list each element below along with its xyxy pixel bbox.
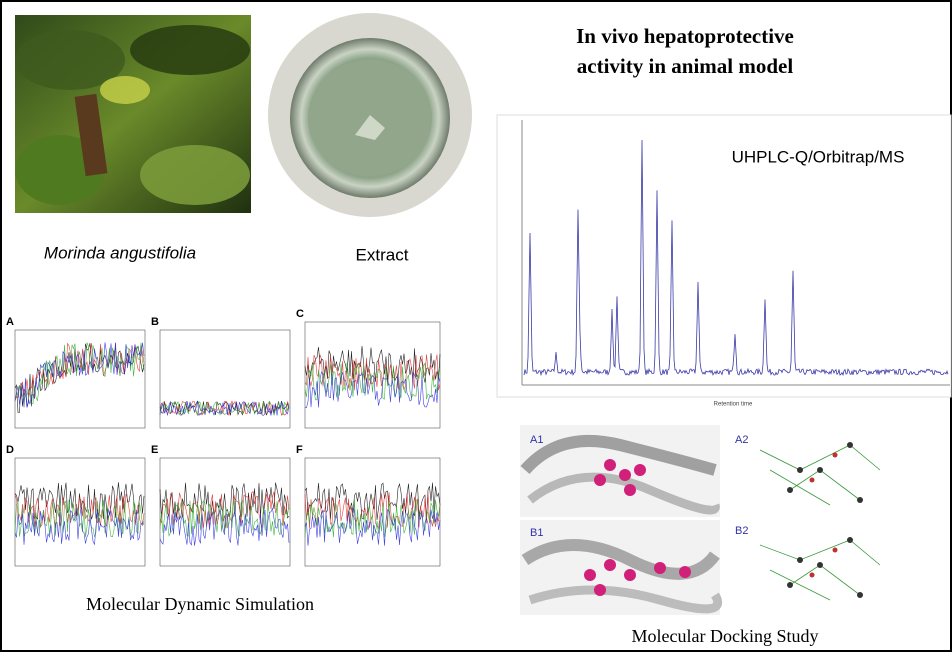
plot-frame xyxy=(304,457,441,567)
panel-label: B xyxy=(151,316,159,328)
docking-panel-label: A2 xyxy=(735,434,748,446)
extract-photo xyxy=(268,13,472,217)
docking-panel-label: A1 xyxy=(530,434,543,446)
panel-label: F xyxy=(296,444,303,456)
title-line: In vivo hepatoprotective xyxy=(576,24,794,48)
md-trace xyxy=(304,371,441,409)
md-trace xyxy=(14,342,145,400)
md-trace xyxy=(304,507,441,546)
md-trace xyxy=(14,342,145,408)
md-trace xyxy=(304,362,441,401)
trace xyxy=(523,139,949,377)
md-plots: A B C D E F xyxy=(6,308,441,567)
md-trace xyxy=(14,342,145,404)
md-trace xyxy=(14,499,145,538)
md-trace xyxy=(159,400,290,416)
plot-frame xyxy=(159,457,291,567)
panel-label: A xyxy=(6,316,14,328)
extract-caption: Extract xyxy=(356,245,409,264)
md-trace xyxy=(159,482,290,521)
md-trace xyxy=(159,400,290,416)
plot-frame xyxy=(14,329,146,429)
md-trace xyxy=(159,490,290,529)
md-trace xyxy=(304,354,441,391)
docking-images xyxy=(520,425,881,615)
panel-label: D xyxy=(6,444,14,456)
md-trace xyxy=(159,400,290,416)
plot-frame xyxy=(14,457,146,567)
panel-label: E xyxy=(151,444,158,456)
md-trace xyxy=(159,507,290,546)
docking-panel-label: B1 xyxy=(530,527,543,539)
md-trace xyxy=(304,482,441,521)
md-trace xyxy=(304,499,441,538)
plot-frame xyxy=(304,321,441,429)
chromatogram-label: UHPLC-Q/Orbitrap/MS xyxy=(732,147,905,166)
x-axis-label: Retention time xyxy=(714,402,753,408)
docking-caption: Molecular Docking Study xyxy=(632,626,819,646)
md-caption: Molecular Dynamic Simulation xyxy=(86,594,314,614)
chromatogram-trace xyxy=(523,139,949,377)
plant-photo xyxy=(15,15,251,213)
title-line: activity in animal model xyxy=(577,54,794,78)
md-trace xyxy=(304,345,441,383)
docking-panel-label: B2 xyxy=(735,525,748,537)
md-trace xyxy=(14,508,145,546)
plant-caption: Morinda angustifolia xyxy=(44,243,196,262)
chromatogram-frame xyxy=(496,114,952,398)
md-trace xyxy=(14,493,145,529)
panel-label: C xyxy=(296,308,304,320)
